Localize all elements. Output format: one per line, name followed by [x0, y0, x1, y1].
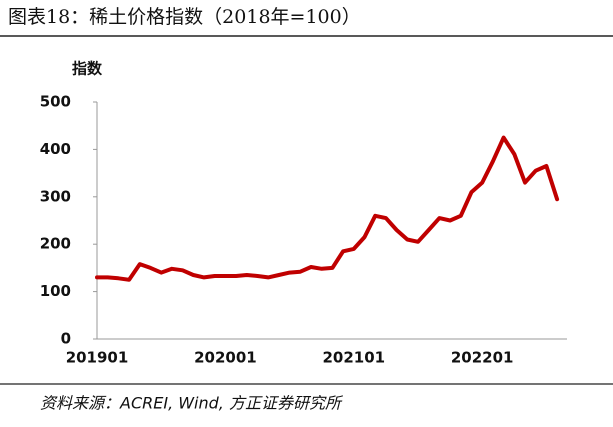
x-tick-label: 202201 — [451, 349, 514, 367]
source: 资料来源：ACREI, Wind, 方正证券研究所 — [40, 394, 344, 413]
x-tick-label: 202001 — [194, 349, 257, 367]
x-tick-label: 201901 — [66, 349, 129, 367]
y-tick-label: 300 — [40, 187, 71, 205]
x-tick-label: 202101 — [322, 349, 385, 367]
y-axis-label: 指数 — [72, 60, 103, 78]
price-index-line — [95, 135, 560, 282]
y-tick-label: 400 — [40, 140, 71, 158]
y-tick-label: 0 — [61, 330, 71, 348]
chart-title: 图表18：稀土价格指数（2018年=100） — [8, 6, 361, 28]
y-tick-label: 200 — [40, 235, 71, 253]
y-tick-label: 500 — [40, 93, 71, 111]
y-tick-label: 100 — [40, 282, 71, 300]
